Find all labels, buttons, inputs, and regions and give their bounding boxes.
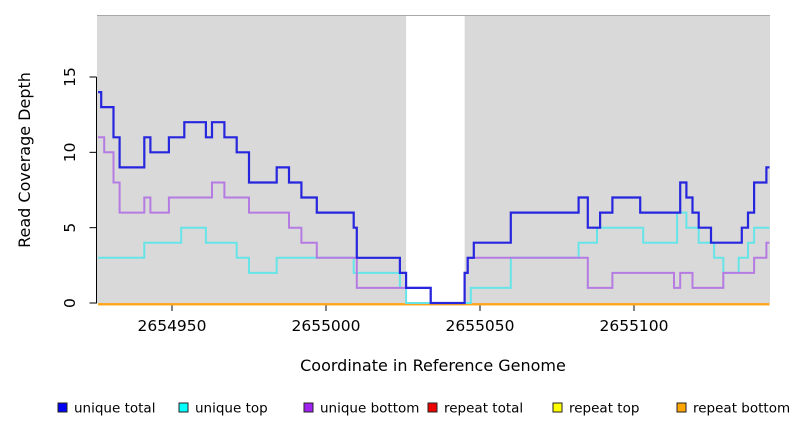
x-tick-label: 2654950 [137, 317, 206, 335]
legend-label-unique-total: unique total [74, 401, 155, 417]
series-lines [98, 91, 770, 306]
y-tick-label: 0 [61, 298, 79, 308]
legend-label-unique-top: unique top [195, 401, 268, 417]
y-axis-title: Read Coverage Depth [15, 72, 34, 248]
legend-label-repeat-bottom: repeat bottom [693, 401, 790, 417]
legend-swatch-repeat-top [552, 402, 563, 413]
legend-swatch-unique-top [178, 402, 189, 413]
x-tick-label: 2655000 [291, 317, 360, 335]
x-axis-title: Coordinate in Reference Genome [300, 356, 566, 375]
y-tick-label: 10 [61, 142, 79, 162]
series-unique-total-line [98, 91, 770, 305]
legend: unique total unique top unique bottom re… [57, 401, 790, 417]
masked-gap-region [406, 15, 465, 303]
x-tick-label: 2655100 [599, 317, 668, 335]
legend-swatch-unique-total [57, 402, 68, 413]
legend-swatch-unique-bottom [303, 402, 314, 413]
x-tick-label: 2655050 [445, 317, 514, 335]
y-tick-label: 15 [61, 67, 79, 87]
legend-label-repeat-total: repeat total [444, 401, 523, 417]
x-axis-ticks: 2654950 2655000 2655050 2655100 [137, 303, 669, 335]
legend-swatch-repeat-total [427, 402, 438, 413]
legend-label-repeat-top: repeat top [569, 401, 639, 417]
masked-gap-band [406, 15, 465, 303]
legend-label-unique-bottom: unique bottom [320, 401, 419, 417]
series-unique-bottom-line [98, 136, 770, 304]
y-tick-label: 5 [61, 223, 79, 233]
legend-swatch-repeat-bottom [676, 402, 687, 413]
y-axis-ticks: 0 5 10 15 [61, 67, 97, 308]
